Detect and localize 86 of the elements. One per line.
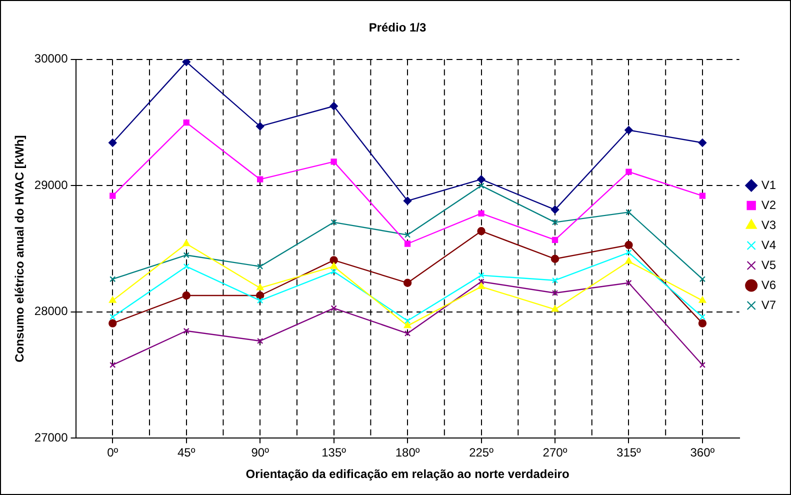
point [330,268,337,275]
point [698,319,707,328]
point [330,102,338,110]
point [403,196,412,205]
legend-label: V7 [761,298,776,312]
point [182,59,190,66]
point [109,296,116,303]
y-axis-title: Consumo elétrico anual do HVAC [kWh] [12,135,27,362]
point [183,328,190,334]
legend-label: V1 [761,178,776,192]
point [624,126,633,134]
point [552,277,558,284]
x-axis-title: Orientação da edificação em relação ao norte verdadeiro [246,467,570,482]
x-tick-label: 225º [469,446,494,460]
point [404,318,411,324]
point [404,330,411,336]
point [257,263,264,270]
legend-label: V6 [761,278,776,292]
point [551,305,559,312]
point [699,192,706,199]
point [478,272,484,278]
legend-label: V2 [761,198,776,212]
point [183,119,190,126]
point [110,276,116,282]
point [330,219,337,226]
point [182,291,190,300]
point [404,322,412,328]
x-tick-label: 90º [251,446,270,460]
point [550,254,560,263]
point [478,278,484,285]
point [626,209,632,216]
point [330,158,337,165]
point [330,256,338,264]
point [699,362,706,368]
chart-title: Prédio 1/3 [368,20,427,35]
x-tick-label: 360º [690,446,716,460]
point [624,240,633,250]
point [404,240,411,247]
point [256,284,264,290]
point [552,236,558,244]
point [699,276,706,282]
point [330,305,337,312]
y-tick-label: 28000 [34,304,68,318]
point [698,296,706,303]
point [404,232,411,238]
point [552,290,558,296]
point [110,314,116,320]
point [110,362,116,368]
point [110,192,116,199]
point [626,250,632,256]
point [183,263,190,270]
point [699,314,706,320]
point [257,338,264,344]
x-tick-label: 45º [177,446,196,460]
point [403,278,412,287]
point [256,122,264,130]
legend-label: V4 [761,238,776,252]
point [330,262,338,269]
point [626,168,632,175]
y-tick-label: 29000 [34,178,68,192]
x-tick-label: 180º [395,446,420,460]
point [625,257,632,264]
x-tick-label: 270º [542,446,568,460]
point [698,138,707,147]
x-tick-label: 0º [107,446,119,460]
x-tick-label: 135º [322,446,347,460]
x-tick-label: 315º [616,446,642,460]
point [257,176,264,182]
point [108,319,117,328]
point [477,175,486,184]
point [256,291,264,300]
point [626,280,632,286]
point [108,138,117,147]
y-tick-label: 27000 [34,430,68,445]
legend-label: V3 [761,218,776,232]
point [477,227,486,236]
point [257,297,264,304]
point [182,240,190,246]
point [478,282,485,290]
point [552,219,558,226]
point [550,206,560,214]
legend-label: V5 [761,258,776,272]
point [183,252,190,258]
point [478,182,484,189]
point [478,210,484,217]
y-tick-label: 30000 [34,52,68,66]
